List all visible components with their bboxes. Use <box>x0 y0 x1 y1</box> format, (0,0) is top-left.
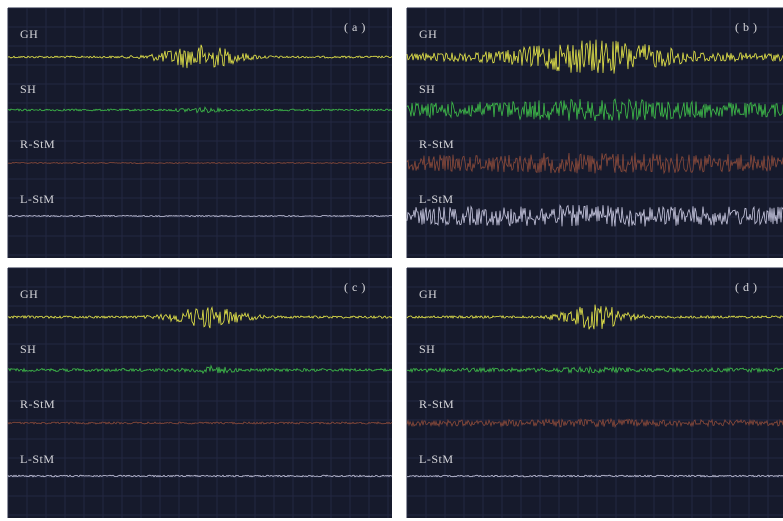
panel: ( a ) GH SH R-StM L-StM <box>8 8 392 258</box>
channel-label: R-StM <box>20 397 55 411</box>
channel-label: SH <box>20 82 36 96</box>
panel: ( d ) GH SH R-StM L-StM <box>407 268 783 518</box>
channel-label: GH <box>419 287 437 301</box>
panel-label: ( a ) <box>344 20 366 34</box>
channel-label: R-StM <box>20 137 55 151</box>
channel-label: L-StM <box>20 192 55 206</box>
page: ( a )GHSHR-StML-StM( b )GHSHR-StML-StM( … <box>0 0 783 521</box>
channel-label: R-StM <box>419 137 454 151</box>
channel-label: L-StM <box>20 452 55 466</box>
emg-figure: ( a )GHSHR-StML-StM( b )GHSHR-StML-StM( … <box>0 0 783 521</box>
channel-label: L-StM <box>419 192 454 206</box>
panel: ( b ) GH SH R-StM L-StM <box>407 8 783 258</box>
panel: ( c ) GH SH R-StM L-StM <box>8 268 392 518</box>
channel-label: SH <box>419 342 435 356</box>
channel-label: GH <box>20 287 38 301</box>
channel-label: SH <box>20 342 36 356</box>
panel-label: ( d ) <box>735 280 758 294</box>
channel-label: GH <box>419 27 437 41</box>
channel-label: L-StM <box>419 452 454 466</box>
panel-label: ( c ) <box>344 280 366 294</box>
channel-label: R-StM <box>419 397 454 411</box>
channel-label: GH <box>20 27 38 41</box>
channel-label: SH <box>419 82 435 96</box>
panel-label: ( b ) <box>735 20 758 34</box>
